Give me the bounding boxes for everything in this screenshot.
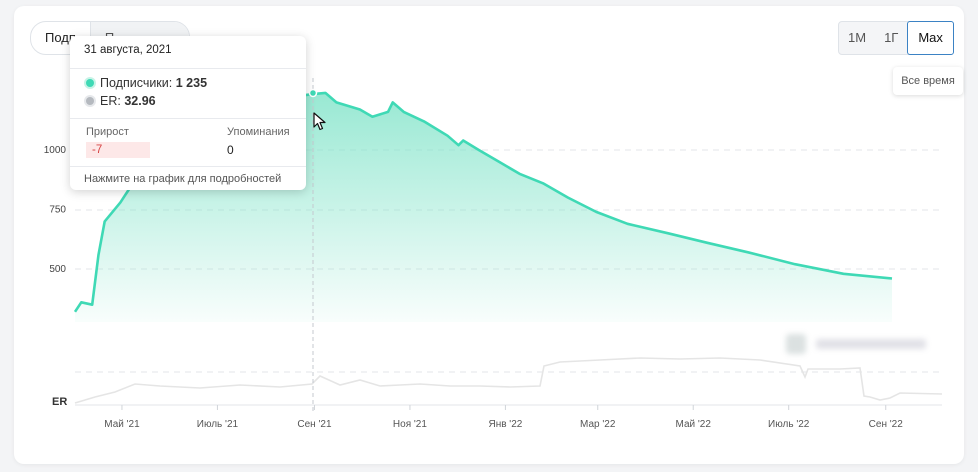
x-tick-label: Сен '21 xyxy=(297,419,332,430)
er-dot-icon xyxy=(86,97,94,105)
watermark-logo xyxy=(786,329,936,359)
x-tick-label: Сен '22 xyxy=(869,419,904,430)
er-axis-label: ER xyxy=(52,396,67,408)
tooltip-subscribers-label: Подписчики: xyxy=(100,76,173,90)
y-tick-label: 750 xyxy=(49,205,66,216)
chart-tooltip: 31 августа, 2021 Подписчики: 1 235 ER: 3… xyxy=(70,36,306,190)
tooltip-subscribers-row: Подписчики: 1 235 xyxy=(86,76,207,90)
mouse-cursor-icon xyxy=(313,112,326,131)
tooltip-growth-label: Прирост xyxy=(86,126,129,138)
subscribers-dot-icon xyxy=(86,79,94,87)
tooltip-er-row: ER: 32.96 xyxy=(86,94,156,108)
hover-point xyxy=(308,88,318,98)
x-tick-label: Июль '22 xyxy=(768,419,810,430)
tooltip-subscribers-value: 1 235 xyxy=(175,76,208,90)
range-selector: 1М 1Г Max xyxy=(838,21,954,55)
range-1m-button[interactable]: 1М xyxy=(848,30,867,45)
tooltip-date: 31 августа, 2021 xyxy=(70,36,306,69)
x-tick-label: Ноя '21 xyxy=(393,419,427,430)
range-1y-button[interactable]: 1Г xyxy=(884,30,899,45)
range-max-button[interactable]: Max xyxy=(907,21,954,55)
tooltip-mentions-value: 0 xyxy=(227,143,234,157)
x-tick-label: Май '22 xyxy=(676,419,712,430)
y-tick-label: 1000 xyxy=(44,145,67,156)
tooltip-mentions-label: Упоминания xyxy=(227,126,290,138)
tooltip-growth-value: -7 xyxy=(86,142,150,158)
tooltip-er-value: 32.96 xyxy=(124,94,156,108)
er-line xyxy=(74,357,943,404)
tooltip-er-label: ER: xyxy=(100,94,121,108)
x-tick-label: Июль '21 xyxy=(197,419,239,430)
x-tick-label: Май '21 xyxy=(104,419,140,430)
range-hint-tooltip: Все время xyxy=(893,67,963,95)
tooltip-footer-hint: Нажмите на график для подробностей xyxy=(70,166,306,191)
tab-subscribers[interactable]: Подп xyxy=(45,30,76,45)
x-tick-label: Янв '22 xyxy=(488,419,522,430)
y-tick-label: 500 xyxy=(49,264,66,275)
tooltip-divider xyxy=(70,118,306,119)
x-tick-label: Мар '22 xyxy=(580,419,616,430)
